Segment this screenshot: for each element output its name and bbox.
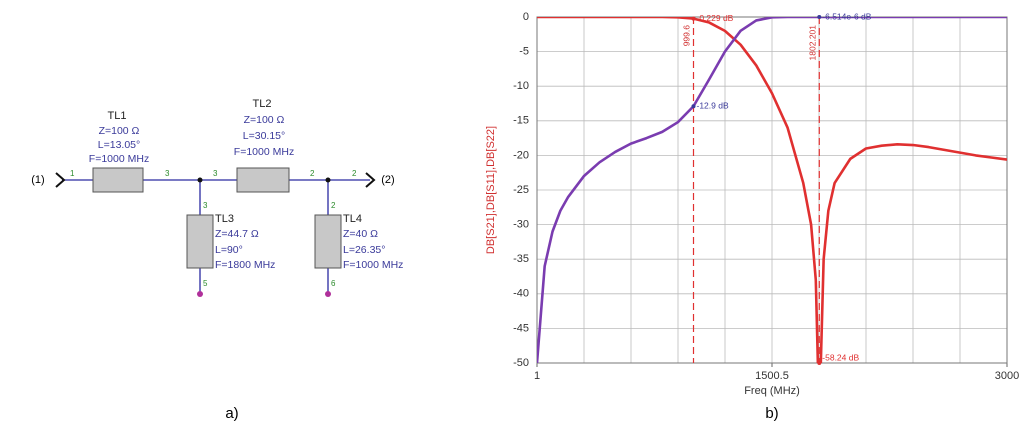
port-label: (1) <box>31 174 44 186</box>
marker-label: 999.6 <box>682 25 692 47</box>
y-tick-label: -35 <box>513 253 529 265</box>
y-tick-label: -45 <box>513 322 529 334</box>
chart: 0 -5 -10 -15 -20 -25 -30 -35 -40 -45 -50 1 1500.5 300… <box>485 11 1019 422</box>
marker-point <box>817 361 822 365</box>
y-tick-label: 0 <box>523 11 529 23</box>
caption: b) <box>765 405 778 422</box>
element-param: F=1000 MHz <box>234 146 294 158</box>
x-tick-label: 1500.5 <box>755 370 789 382</box>
element-name: TL1 <box>108 110 127 122</box>
junction <box>325 177 331 183</box>
circuit-diagram: (1) (2) TL1 Z=100 Ω L=13.05° F=1000 MHz … <box>31 98 403 422</box>
y-tick-label: -50 <box>513 357 529 369</box>
element-param: F=1000 MHz <box>89 153 149 165</box>
element-param: Z=100 Ω <box>99 125 140 137</box>
tl1-box <box>92 167 144 193</box>
port-label: (2) <box>381 174 394 186</box>
y-tick-label: -5 <box>519 46 529 58</box>
element-param: Z=40 Ω <box>343 228 378 240</box>
element-param: L=26.35° <box>343 244 385 256</box>
annotation: -12.9 dB <box>696 101 728 111</box>
y-tick-label: -20 <box>513 149 529 161</box>
element-param: F=1000 MHz <box>343 259 403 271</box>
node-number: 3 <box>165 169 170 178</box>
element-param: L=30.15° <box>243 130 285 142</box>
annotation: -6.514e-6 dB <box>822 11 871 21</box>
y-tick-label: -40 <box>513 288 529 300</box>
port-arrow <box>365 172 376 188</box>
port-arrow <box>55 172 66 188</box>
annotation: -58.24 dB <box>822 352 859 362</box>
x-tick-label: 3000 <box>995 370 1019 382</box>
tl2-box <box>236 167 290 193</box>
node-number: 6 <box>331 279 336 288</box>
series-line <box>537 17 1007 363</box>
junction <box>197 177 203 183</box>
element-param: Z=44.7 Ω <box>215 228 259 240</box>
marker-label: 1802.201 <box>808 25 818 61</box>
y-tick-label: -30 <box>513 219 529 231</box>
y-tick-label: -10 <box>513 80 529 92</box>
x-tick-label: 1 <box>534 370 540 382</box>
caption: a) <box>225 405 238 422</box>
node-number: 3 <box>203 201 208 210</box>
y-tick-label: -25 <box>513 184 529 196</box>
y-axis-label: DB[S21],DB[S11],DB[S22] <box>485 126 497 254</box>
marker-point <box>691 16 696 21</box>
element-name: TL4 <box>343 213 362 225</box>
y-tick-label: -15 <box>513 115 529 127</box>
node-number: 2 <box>310 169 315 178</box>
marker-point <box>817 15 822 20</box>
annotation: -0.229 dB <box>696 13 733 23</box>
series-line <box>537 17 1007 363</box>
x-axis-label: Freq (MHz) <box>744 385 800 397</box>
marker-point <box>691 104 696 109</box>
plot-area <box>537 17 1007 363</box>
tl4-box <box>314 214 342 269</box>
ground-node <box>325 291 331 297</box>
node-number: 2 <box>331 201 336 210</box>
node-number: 5 <box>203 279 208 288</box>
node-number: 1 <box>70 169 75 178</box>
ground-node <box>197 291 203 297</box>
element-param: L=90° <box>215 244 243 256</box>
element-param: Z=100 Ω <box>244 114 285 126</box>
element-param: F=1800 MHz <box>215 259 275 271</box>
element-name: TL2 <box>253 98 272 110</box>
element-param: L=13.05° <box>98 139 140 151</box>
node-number: 3 <box>213 169 218 178</box>
element-name: TL3 <box>215 213 234 225</box>
tl3-box <box>186 214 214 269</box>
node-number: 2 <box>352 169 357 178</box>
